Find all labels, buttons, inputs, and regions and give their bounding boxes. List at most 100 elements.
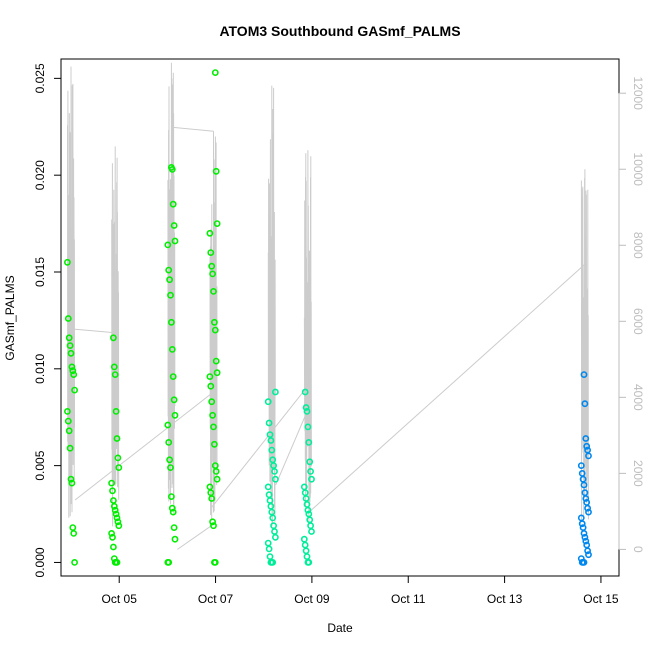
y-tick-label: 0.005 xyxy=(33,450,47,480)
data-point xyxy=(265,545,273,553)
data-point xyxy=(265,419,273,427)
data-point xyxy=(306,458,314,466)
data-point xyxy=(71,386,78,394)
y-tick-label: 0.020 xyxy=(33,160,47,190)
data-point xyxy=(167,464,174,471)
data-point xyxy=(171,237,179,245)
data-point xyxy=(111,371,119,378)
data-point xyxy=(207,382,215,390)
data-point xyxy=(582,537,590,545)
data-point xyxy=(303,500,311,508)
data-point xyxy=(303,553,311,560)
data-point xyxy=(308,475,315,483)
data-point xyxy=(68,479,76,487)
altitude-connector xyxy=(74,393,212,501)
data-point xyxy=(110,502,118,510)
data-point xyxy=(169,508,177,516)
data-point xyxy=(302,404,310,411)
data-point xyxy=(578,469,586,477)
data-point xyxy=(266,553,274,560)
data-point xyxy=(110,543,117,551)
data-point xyxy=(270,522,277,530)
x-tick-label: Oct 15 xyxy=(583,592,619,606)
data-point xyxy=(206,483,214,491)
data-point xyxy=(580,371,588,378)
data-point xyxy=(167,318,175,326)
data-point xyxy=(208,262,216,270)
data-point xyxy=(115,464,123,471)
data-point xyxy=(213,369,221,377)
data-point xyxy=(269,559,277,566)
data-point xyxy=(64,315,72,322)
data-point xyxy=(577,462,585,469)
data-point xyxy=(579,524,587,531)
data-point xyxy=(69,367,77,375)
y-tick-label: 0.010 xyxy=(33,353,47,383)
data-point xyxy=(212,167,220,175)
data-point xyxy=(111,506,119,514)
altitude-connector xyxy=(211,385,309,508)
data-point xyxy=(171,411,179,419)
altitude-connector xyxy=(177,522,216,550)
data-point xyxy=(68,363,76,371)
data-point xyxy=(580,559,588,566)
data-point xyxy=(301,388,309,396)
data-point xyxy=(209,518,216,526)
data-point xyxy=(582,435,590,442)
altitude-connector xyxy=(173,126,214,132)
data-point xyxy=(271,467,278,475)
data-point xyxy=(109,487,116,495)
data-point xyxy=(578,520,586,528)
data-point xyxy=(580,530,588,537)
data-point xyxy=(583,541,591,549)
data-point xyxy=(64,258,71,266)
y-tick-label: 0.000 xyxy=(33,547,47,577)
data-point xyxy=(585,551,592,559)
y2-tick-label: 2000 xyxy=(631,460,645,487)
altitude-connector xyxy=(309,263,586,512)
data-point xyxy=(213,475,221,483)
data-point xyxy=(302,495,310,502)
data-point xyxy=(65,334,73,342)
data-point xyxy=(307,467,314,475)
y2-axis-right: 0 2000 4000 6000 8000 10000 12000 xyxy=(618,77,645,553)
data-point xyxy=(114,518,122,526)
data-point xyxy=(165,559,173,566)
data-point xyxy=(165,438,173,446)
data-point xyxy=(207,249,215,256)
data-point xyxy=(169,373,177,380)
data-point xyxy=(304,506,312,514)
data-point xyxy=(210,423,217,431)
chart-title: ATOM3 Southbound GASmf_PALMS xyxy=(219,23,460,39)
data-point xyxy=(167,291,174,299)
y2-tick-label: 12000 xyxy=(631,77,645,111)
data-point xyxy=(70,371,78,378)
y-tick-label: 0.015 xyxy=(33,257,47,287)
data-point xyxy=(308,528,315,535)
data-point xyxy=(210,318,218,326)
altitude-burst xyxy=(267,85,276,527)
data-point xyxy=(115,522,123,530)
data-point xyxy=(305,559,313,566)
data-point xyxy=(266,431,274,438)
data-point xyxy=(585,508,592,516)
data-point xyxy=(71,559,78,566)
data-point xyxy=(580,481,588,489)
data-point xyxy=(167,493,175,500)
data-point xyxy=(209,411,216,419)
altitude-burst xyxy=(303,150,312,522)
data-point xyxy=(267,502,275,510)
data-point xyxy=(266,497,274,504)
data-point xyxy=(271,528,278,535)
y-axis-label: GASmf_PALMS xyxy=(3,275,17,360)
data-point xyxy=(585,452,592,460)
data-point xyxy=(584,504,591,512)
data-point xyxy=(113,514,121,522)
data-point xyxy=(64,417,72,425)
data-point xyxy=(108,479,115,487)
altitude-line-layer xyxy=(67,62,589,550)
data-point xyxy=(170,396,178,404)
y2-tick-label: 4000 xyxy=(631,384,645,411)
y2-tick-label: 0 xyxy=(631,546,645,553)
